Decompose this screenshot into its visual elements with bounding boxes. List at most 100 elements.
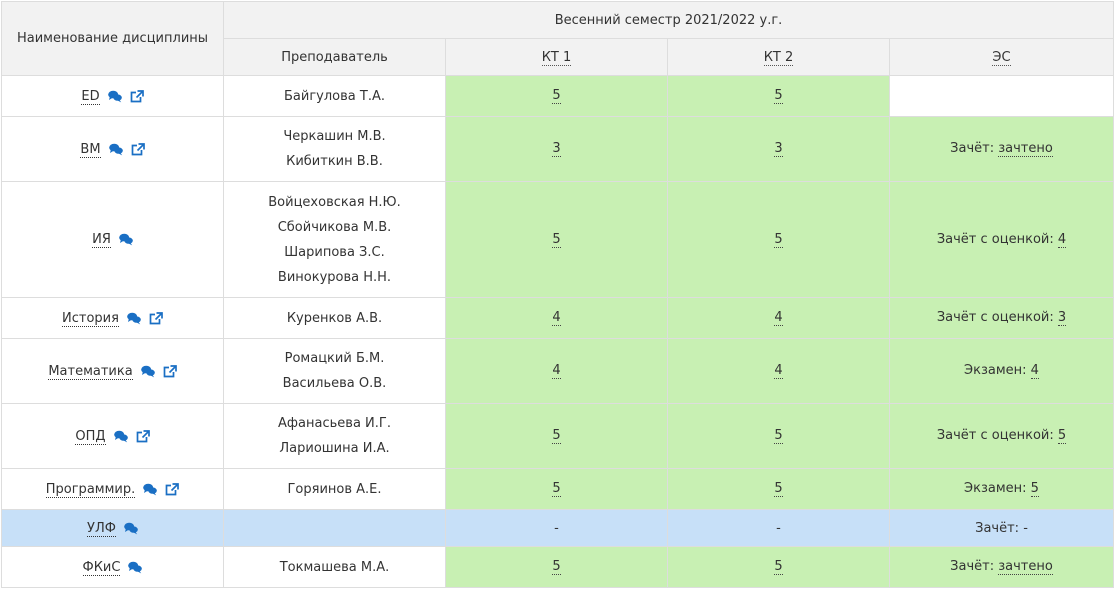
comments-icon[interactable] [128,561,142,574]
comments-icon[interactable] [127,312,141,325]
kt1-grade[interactable]: 4 [552,311,560,326]
discipline-link[interactable]: ED [81,89,99,105]
discipline-link[interactable]: ВМ [80,142,100,158]
comments-icon[interactable] [109,143,123,156]
kt1-grade[interactable]: 5 [552,429,560,444]
es-cell: Зачёт: зачтено [890,547,1114,588]
es-result: - [1023,521,1028,536]
es-result[interactable]: 5 [1058,429,1066,444]
kt2-header-label[interactable]: КТ 2 [764,50,794,66]
table-row: ФКиС Токмашева М.А. 5 5 Зачёт: зачтено [2,547,1114,588]
es-type: Экзамен: [964,363,1027,378]
kt1-cell: - [446,510,668,547]
kt1-grade[interactable]: 3 [552,142,560,157]
table-row: ОПД Афанасьева И.Г. Лариошина И.А. 5 5 З… [2,404,1114,469]
kt1-cell: 5 [446,547,668,588]
es-type: Зачёт: [975,521,1019,536]
kt2-grade[interactable]: 3 [774,142,782,157]
es-result[interactable]: 3 [1058,311,1066,326]
es-result[interactable]: зачтено [998,560,1053,575]
discipline-link[interactable]: История [62,311,119,327]
kt1-grade[interactable]: 5 [552,482,560,497]
discipline-cell: ФКиС [2,547,224,588]
kt2-cell: - [668,510,890,547]
kt2-cell: 5 [668,76,890,117]
teacher-cell: Горяинов А.Е. [224,469,446,510]
kt2-cell: 5 [668,469,890,510]
table-row: ED Байгулова Т.А. 5 5 [2,76,1114,117]
kt2-cell: 5 [668,182,890,298]
discipline-link[interactable]: ОПД [75,429,105,445]
kt1-cell: 5 [446,76,668,117]
kt2-cell: 5 [668,404,890,469]
kt2-grade: - [776,521,781,536]
comments-icon[interactable] [141,365,155,378]
es-result[interactable]: 4 [1031,364,1039,379]
discipline-cell: ОПД [2,404,224,469]
external-link-icon[interactable] [149,312,163,325]
teacher-name: Черкашин М.В. [224,124,445,149]
semester-header: Весенний семестр 2021/2022 у.г. [224,2,1114,39]
kt2-grade[interactable]: 5 [774,560,782,575]
kt2-grade[interactable]: 5 [774,233,782,248]
kt2-grade[interactable]: 4 [774,364,782,379]
discipline-cell: УЛФ [2,510,224,547]
teacher-name: Лариошина И.А. [224,436,445,461]
es-type: Зачёт с оценкой: [937,310,1054,325]
kt1-grade[interactable]: 4 [552,364,560,379]
kt1-cell: 5 [446,404,668,469]
teacher-name: Куренков А.В. [224,306,445,331]
kt1-cell: 3 [446,117,668,182]
external-link-icon[interactable] [136,430,150,443]
discipline-cell: История [2,298,224,339]
es-type: Зачёт с оценкой: [937,428,1054,443]
comments-icon[interactable] [108,90,122,103]
external-link-icon[interactable] [131,143,145,156]
teacher-name: Винокурова Н.Н. [224,265,445,290]
external-link-icon[interactable] [163,365,177,378]
kt1-grade[interactable]: 5 [552,560,560,575]
table-row: Программир. Горяинов А.Е. 5 5 Экзамен: 5 [2,469,1114,510]
kt2-grade[interactable]: 5 [774,89,782,104]
teacher-cell: Байгулова Т.А. [224,76,446,117]
comments-icon[interactable] [119,233,133,246]
es-header[interactable]: ЭС [890,39,1114,76]
external-link-icon[interactable] [130,90,144,103]
discipline-link[interactable]: Программир. [46,482,135,498]
discipline-cell: ВМ [2,117,224,182]
es-result[interactable]: 5 [1031,482,1039,497]
kt2-grade[interactable]: 4 [774,311,782,326]
kt1-cell: 5 [446,469,668,510]
teacher-cell: Войцеховская Н.Ю. Сбойчикова М.В. Шарипо… [224,182,446,298]
grades-table: Наименование дисциплины Весенний семестр… [1,1,1114,588]
discipline-link[interactable]: Математика [48,364,132,380]
teacher-header: Преподаватель [224,39,446,76]
kt2-grade[interactable]: 5 [774,482,782,497]
kt1-header[interactable]: КТ 1 [446,39,668,76]
discipline-link[interactable]: ИЯ [92,232,111,248]
discipline-link[interactable]: УЛФ [87,521,116,537]
comments-icon[interactable] [114,430,128,443]
external-link-icon[interactable] [165,483,179,496]
kt2-header[interactable]: КТ 2 [668,39,890,76]
discipline-link[interactable]: ФКиС [83,560,121,576]
teacher-cell: Токмашева М.А. [224,547,446,588]
es-result[interactable]: зачтено [998,142,1053,157]
table-row: История Куренков А.В. 4 4 Зачёт с оценко… [2,298,1114,339]
comments-icon[interactable] [143,483,157,496]
comments-icon[interactable] [124,522,138,535]
teacher-cell: Ромацкий Б.М. Васильева О.В. [224,339,446,404]
kt1-grade[interactable]: 5 [552,233,560,248]
es-header-label[interactable]: ЭС [992,50,1010,66]
kt1-grade: - [554,521,559,536]
kt1-header-label[interactable]: КТ 1 [542,50,572,66]
es-cell: Зачёт с оценкой: 3 [890,298,1114,339]
kt1-grade[interactable]: 5 [552,89,560,104]
es-cell: Зачёт с оценкой: 5 [890,404,1114,469]
es-result[interactable]: 4 [1058,233,1066,248]
kt1-cell: 5 [446,182,668,298]
teacher-name: Войцеховская Н.Ю. [224,190,445,215]
es-cell: Экзамен: 4 [890,339,1114,404]
table-row: ВМ Черкашин М.В. Кибиткин В.В. 3 3 Зачёт… [2,117,1114,182]
kt2-grade[interactable]: 5 [774,429,782,444]
